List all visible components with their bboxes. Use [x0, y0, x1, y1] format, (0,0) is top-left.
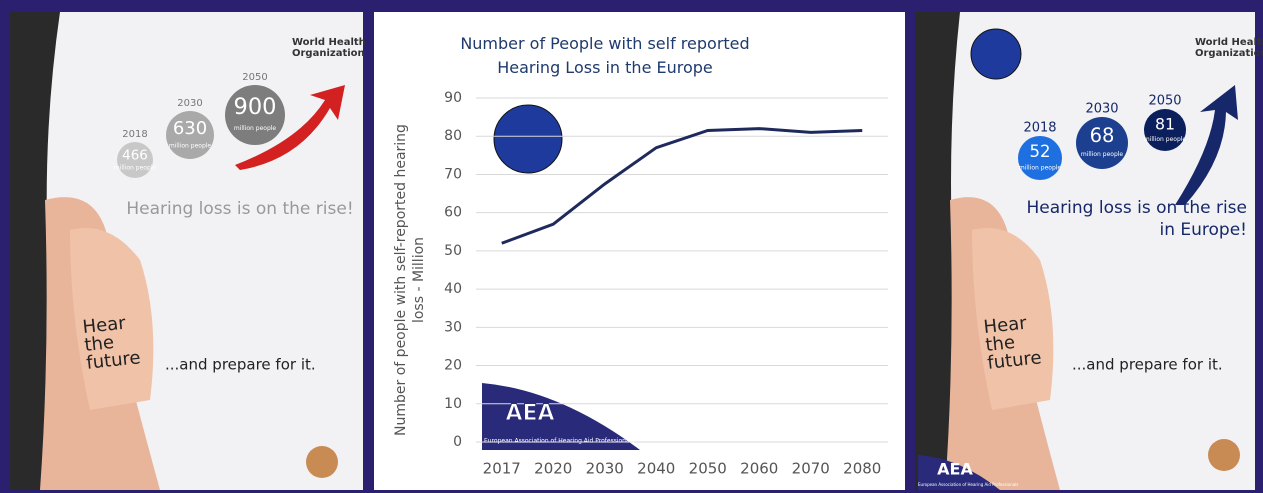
x-tick-label: 2070	[792, 460, 830, 478]
stat-bubble	[166, 111, 214, 159]
x-tick-label: 2060	[740, 460, 778, 478]
stat-unit: million people	[1081, 151, 1124, 158]
stat-value: 900	[234, 94, 277, 120]
line	[501, 127, 863, 245]
stat-bubble	[1076, 117, 1128, 169]
y-tick-label: 30	[444, 319, 462, 335]
arrow	[235, 85, 345, 170]
slogan: the	[984, 332, 1016, 356]
y-tick-label: 80	[444, 128, 462, 144]
headphones	[1208, 439, 1240, 471]
headline: Hearing loss is on the rise!	[126, 199, 353, 219]
stat-bubble	[1018, 136, 1062, 180]
x-tick-label: 2030	[586, 460, 624, 478]
org-name: World Health	[292, 37, 366, 48]
stat-value: 466	[122, 148, 148, 164]
stat-year: 2018	[1023, 121, 1056, 136]
stat-bubble	[225, 85, 285, 145]
slogan: Hear	[82, 313, 128, 338]
stat-value: 81	[1155, 114, 1175, 133]
y-tick-label: 90	[444, 90, 462, 106]
stat-value: 68	[1090, 124, 1115, 147]
x-tick-label: 2040	[637, 460, 675, 478]
x-tick-label: 2017	[483, 460, 521, 478]
stat-unit: million people	[1144, 136, 1187, 143]
aea-logo-bg	[918, 455, 1000, 490]
stat-year: 2050	[1148, 94, 1181, 109]
stat-year: 2030	[177, 98, 202, 109]
x-tick-label: 2050	[689, 460, 727, 478]
stat-year: 2018	[122, 129, 147, 140]
headline: Hearing loss is on the rise	[1027, 198, 1247, 218]
y-tick-label: 60	[444, 205, 462, 221]
headline: in Europe!	[1160, 220, 1248, 240]
stat-unit: million people	[1019, 164, 1062, 171]
chart-title: Number of People with self reported Hear…	[460, 34, 750, 77]
aea-logo-bg	[482, 383, 640, 450]
org-name: Organization	[1195, 48, 1263, 59]
stat-unit: million people	[169, 142, 212, 149]
x-tick-label: 2020	[534, 460, 572, 478]
stat-bubble	[117, 142, 153, 178]
stat-value: 630	[173, 118, 207, 139]
y-tick-label: 10	[444, 396, 462, 412]
eu-flag	[493, 104, 563, 174]
logo-caption: European Association of Hearing Aid Prof…	[484, 438, 634, 445]
stat-bubble	[1144, 109, 1186, 151]
arrow	[1175, 85, 1238, 205]
slogan: the	[83, 332, 115, 356]
x-tick-label: 2080	[843, 460, 881, 478]
y-axis-label: Number of people with self-reported hear…	[393, 124, 427, 436]
tagline: ...and prepare for it.	[165, 356, 316, 374]
logo-caption: European Association of Hearing Aid Prof…	[918, 482, 1018, 487]
stat-unit: million people	[114, 165, 157, 172]
logo-name: AEA	[937, 460, 973, 479]
stat-value: 52	[1030, 142, 1051, 161]
y-tick-label: 70	[444, 166, 462, 182]
stat-year: 2030	[1085, 102, 1118, 117]
y-tick-label: 20	[444, 358, 462, 374]
org-name: Organization	[292, 48, 365, 59]
headphones	[306, 446, 338, 478]
tagline: ...and prepare for it.	[1072, 356, 1223, 374]
y-tick-label: 40	[444, 281, 462, 297]
slogan: Hear	[983, 313, 1029, 338]
y-tick-label: 50	[444, 243, 462, 259]
girl-right	[915, 12, 1060, 490]
stat-unit: million people	[234, 125, 277, 132]
y-tick-label: 0	[453, 434, 462, 450]
girl-left	[10, 12, 160, 490]
eu-flag	[970, 28, 1022, 80]
stat-year: 2050	[242, 72, 267, 83]
logo-name: AEA	[505, 401, 554, 426]
org-name: World Health	[1195, 37, 1263, 48]
